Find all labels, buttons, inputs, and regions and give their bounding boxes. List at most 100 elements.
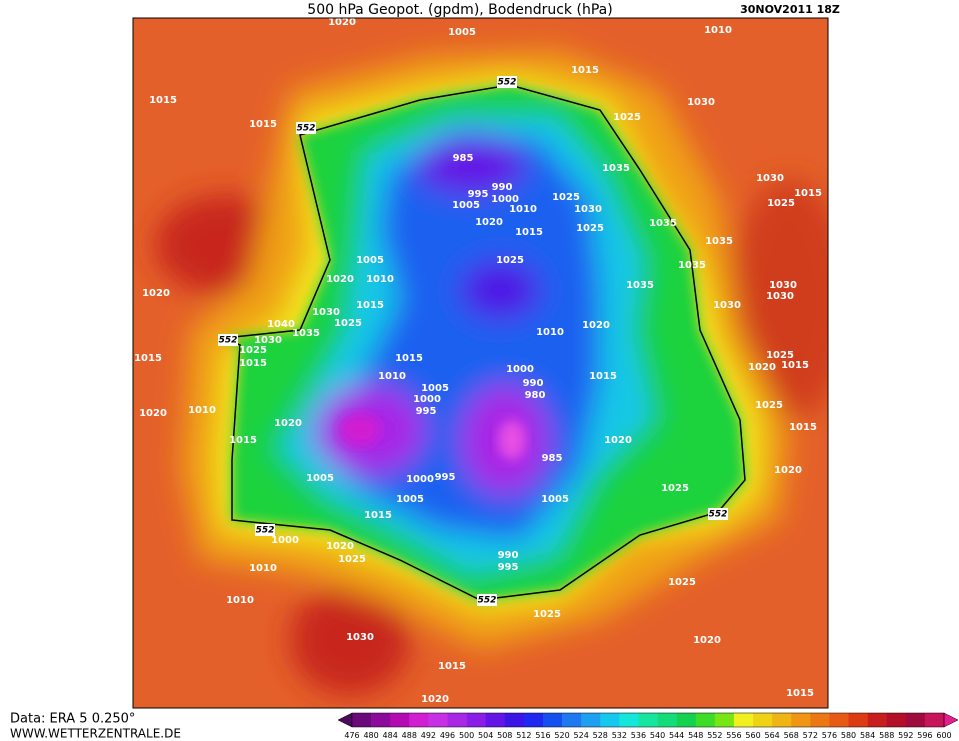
isobar-label: 1015 [789,422,817,433]
isobar-label: 1030 [312,307,340,318]
colorbar-label: 596 [917,731,932,740]
isobar-label: 1030 [713,300,741,311]
isobar-label: 1010 [704,25,732,36]
isobar-label: 1025 [767,198,795,209]
isobar-label: 1025 [576,223,604,234]
colorbar-label: 532 [612,731,627,740]
isobar-label: 1015 [149,95,177,106]
colorbar-swatch [829,713,849,727]
isobar-label: 1020 [774,465,802,476]
colorbar-swatch [428,713,448,727]
contour-label-box [708,508,728,520]
colorbar-label: 496 [440,731,455,740]
isobar-label: 1025 [613,112,641,123]
colorbar-arrow [943,712,959,728]
colorbar-swatch [562,713,582,727]
colorbar-swatch [409,713,429,727]
isobar-label: 1010 [536,327,564,338]
contour-label-box [255,524,275,536]
colorbar-label: 584 [860,731,875,740]
colorbar-swatch [504,713,525,727]
colorbar-label: 488 [402,731,417,740]
data-source: Data: ERA 5 0.250° [10,712,135,727]
isobar-label: 1020 [142,288,170,299]
isobar-label: 1025 [668,577,696,588]
isobar-label: 1025 [496,255,524,266]
contour-label: 552 [709,510,728,520]
contour-label: 552 [498,78,517,88]
isobar-label: 1025 [338,554,366,565]
contour-label: 552 [297,124,316,134]
isobar-label: 1015 [794,188,822,199]
isobar-label: 1025 [766,350,794,361]
isobar-label: 1000 [491,194,519,205]
colorbar-label: 520 [554,731,569,740]
isobar-label: 985 [542,453,563,464]
colorbar-swatch [657,713,677,727]
isobar-label: 1005 [541,494,569,505]
colorbar-swatch [810,713,830,727]
isobar-label: 990 [492,182,513,193]
colorbar-swatch [619,713,639,727]
isobar-label: 1020 [326,541,354,552]
colorbar-label: 524 [574,731,589,740]
colorbar-label: 576 [822,731,837,740]
colorbar-swatch [695,713,716,727]
isobar-label: 1035 [626,280,654,291]
isobar-label: 1000 [271,535,299,546]
isobar-label: 1025 [552,192,580,203]
colorbar: 476 480 484 488 492 496 500 504 508 512 516 520 524 5… [337,712,959,740]
isobar-label: 1020 [421,694,449,705]
isobar-label: 1015 [515,227,543,238]
colorbar-label: 508 [497,731,512,740]
contour-label-box [497,76,517,88]
colorbar-swatch [371,713,391,727]
colorbar-swatch [676,713,697,727]
isobar-label: 1010 [378,371,406,382]
colorbar-label: 568 [784,731,799,740]
isobar-label: 1015 [786,688,814,699]
site-url: WWW.WETTERZENTRALE.DE [10,727,181,741]
colorbar-label: 528 [593,731,608,740]
isobar-label: 1025 [661,483,689,494]
colorbar-label: 592 [898,731,913,740]
isobar-label: 995 [498,562,519,573]
colorbar-label: 580 [841,731,856,740]
colorbar-label: 516 [535,731,550,740]
contour-label: 552 [478,596,497,606]
colorbar-label: 556 [726,731,741,740]
map-date: 30NOV2011 18Z [740,3,840,16]
isobar-label: 985 [453,153,474,164]
isobar-label: 1000 [413,394,441,405]
isobar-label: 1035 [649,218,677,229]
colorbar-swatch [886,713,907,727]
colorbar-swatch [714,713,735,727]
colorbar-label: 500 [459,731,474,740]
colorbar-label: 544 [669,731,684,740]
isobar-label: 1005 [396,494,424,505]
isobar-label: 1030 [346,632,374,643]
isobar-label: 1035 [705,236,733,247]
isobar-label: 1005 [448,27,476,38]
colorbar-swatch [542,713,563,727]
isobar-label: 1035 [678,260,706,271]
isobar-label: 990 [498,550,519,561]
colorbar-swatch [924,713,945,727]
colorbar-swatch [791,713,811,727]
isobar-label: 1030 [756,173,784,184]
colorbar-swatch [600,713,620,727]
colorbar-label: 512 [516,731,531,740]
colorbar-swatch [905,713,926,727]
isobar-label: 1015 [229,435,257,446]
colorbar-swatch [390,713,410,727]
colorbar-label: 484 [383,731,398,740]
isobar-label: 1020 [748,362,776,373]
isobar-label: 1015 [249,119,277,130]
isobar-label: 1010 [226,595,254,606]
isobar-label: 1040 [267,319,295,330]
isobar-label: 995 [468,189,489,200]
colorbar-label: 560 [745,731,760,740]
isobar-label: 1015 [134,353,162,364]
colorbar-label: 564 [764,731,779,740]
